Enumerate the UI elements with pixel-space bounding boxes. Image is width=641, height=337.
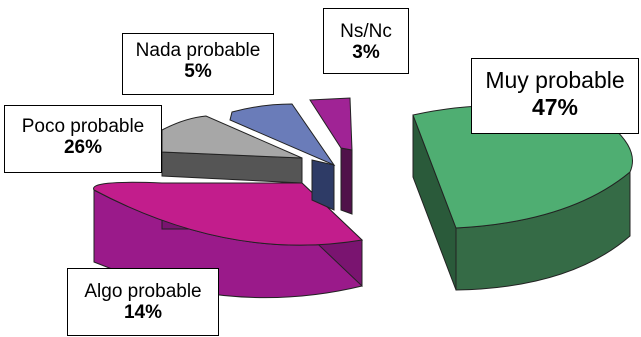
- callout-ns-nc: Ns/Nc 3%: [323, 8, 409, 74]
- slice-muy-probable: [412, 105, 633, 291]
- slice-nada-probable-side: [311, 159, 335, 211]
- slice-poco-probable-top: [161, 115, 303, 159]
- slice-ns-nc-side: [340, 147, 353, 215]
- slice-value-muy-probable: 47%: [531, 94, 579, 120]
- slice-ns-nc-top: [309, 97, 353, 151]
- slice-label-ns-nc: Ns/Nc: [340, 21, 392, 42]
- slice-poco-probable: [161, 115, 303, 184]
- callout-poco-probable: Poco probable 26%: [4, 105, 162, 173]
- slice-ns-nc: [309, 97, 353, 215]
- callout-muy-probable: Muy probable 47%: [471, 58, 639, 134]
- slice-nada-probable-top: [229, 103, 336, 167]
- slice-label-nada-probable: Nada probable: [135, 40, 261, 61]
- slice-nada-probable: [229, 103, 336, 211]
- slice-value-algo-probable: 14%: [123, 302, 163, 323]
- slice-label-poco-probable: Poco probable: [21, 116, 145, 137]
- slice-label-algo-probable: Algo probable: [84, 281, 202, 302]
- slice-value-nada-probable: 5%: [184, 61, 212, 82]
- callout-nada-probable: Nada probable 5%: [122, 33, 274, 95]
- callout-algo-probable: Algo probable 14%: [67, 268, 219, 336]
- slice-algo-probable-top: [93, 181, 364, 246]
- slice-value-ns-nc: 3%: [352, 42, 380, 63]
- slice-label-muy-probable: Muy probable: [485, 67, 625, 93]
- slice-value-poco-probable: 26%: [63, 137, 103, 158]
